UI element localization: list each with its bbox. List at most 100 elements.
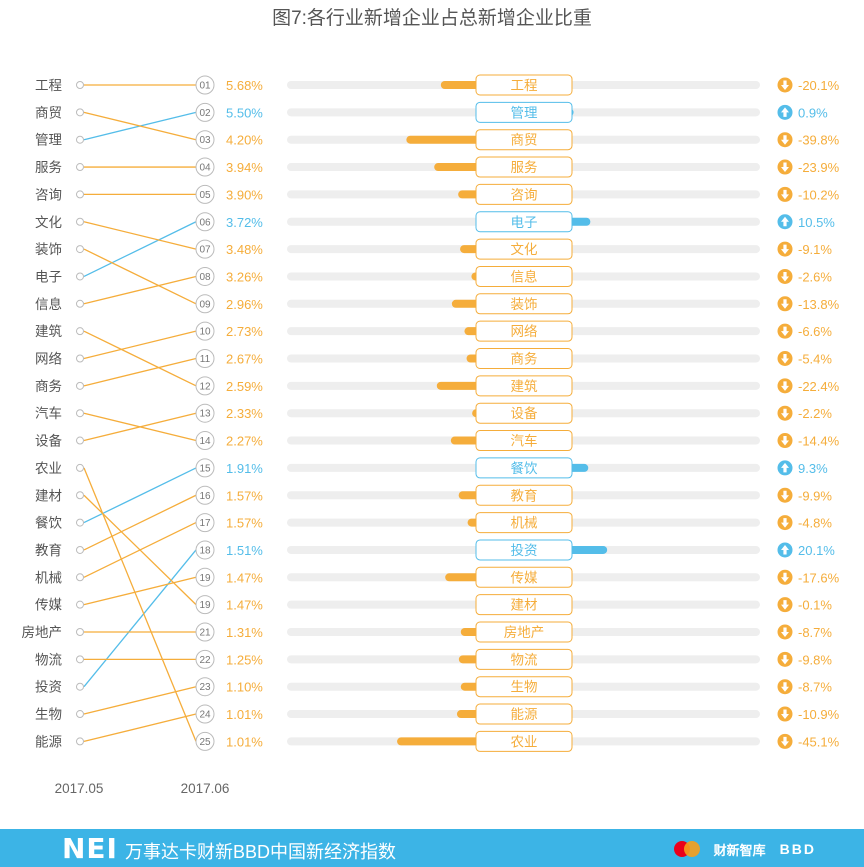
industry-box: [475, 375, 573, 397]
change-label: -45.1%: [798, 734, 840, 749]
slope-line: [83, 330, 197, 387]
arrow-down-icon: [777, 159, 793, 175]
arrow-down-icon: [777, 405, 793, 421]
slope-line: [83, 467, 197, 742]
left-dot: [76, 108, 84, 117]
industry-label: 汽车: [511, 433, 538, 449]
left-dot: [76, 354, 84, 363]
left-industry-label: 教育: [35, 543, 62, 558]
rank-circle: [195, 567, 215, 587]
industry-box: [475, 484, 573, 506]
industry-label: 建筑: [511, 379, 539, 394]
left-dot: [76, 436, 84, 445]
rank-circle: [195, 485, 215, 505]
left-industry-label: 文化: [35, 215, 62, 230]
change-bar: [440, 81, 484, 89]
arrow-down-icon: [777, 679, 793, 695]
industry-label: 教育: [511, 488, 538, 503]
left-dot: [76, 491, 84, 500]
bbd-logo: BBD: [779, 841, 816, 857]
slope-line: [83, 221, 197, 278]
arrow-down-icon: [777, 487, 793, 503]
change-label: -2.2%: [798, 406, 832, 421]
rank-number: 19: [199, 573, 211, 584]
rank-number: 25: [199, 737, 211, 748]
rank-number: 10: [199, 327, 211, 338]
slope-line: [83, 494, 197, 551]
rank-number: 04: [199, 163, 211, 174]
industry-label: 房地产: [504, 625, 545, 640]
rank-circle: [195, 458, 215, 478]
change-label: -9.9%: [798, 488, 832, 503]
slope-line: [83, 357, 197, 387]
arrow-down-icon: [777, 77, 793, 93]
left-dot: [76, 682, 84, 691]
arrow-down-icon: [777, 624, 793, 640]
left-industry-label: 工程: [35, 78, 62, 93]
industry-box: [475, 402, 573, 424]
share-label: 1.10%: [226, 680, 263, 695]
change-bar: [436, 381, 484, 390]
rank-number: 11: [200, 354, 211, 365]
rank-number: 16: [199, 491, 211, 502]
change-label: -9.1%: [798, 242, 832, 257]
change-label: -9.8%: [798, 652, 832, 667]
rank-circle: [195, 321, 215, 341]
change-label: -17.6%: [798, 570, 840, 585]
rank-number: 13: [199, 409, 211, 420]
share-label: 3.26%: [226, 269, 263, 284]
rank-circle: [195, 349, 215, 368]
change-label: -20.1%: [798, 78, 840, 93]
left-industry-label: 咨询: [35, 187, 62, 202]
footer-subtitle: 万事达卡财新BBD中国新经济指数: [125, 842, 397, 862]
footer-banner: NEI 万事达卡财新BBD中国新经济指数 财新智库 BBD: [0, 829, 864, 867]
share-label: 3.48%: [226, 242, 263, 257]
industry-label: 生物: [511, 680, 538, 695]
rank-number: 14: [199, 436, 211, 447]
industry-label: 电子: [511, 215, 538, 230]
slope-line: [83, 221, 197, 250]
left-dot: [76, 327, 84, 336]
slope-line: [83, 713, 197, 743]
rank-number: 23: [199, 682, 211, 693]
share-label: 2.67%: [226, 352, 263, 367]
change-label: -10.2%: [798, 187, 840, 202]
arrow-down-icon: [777, 351, 793, 366]
industry-box: [475, 730, 573, 752]
industry-box: [475, 648, 573, 670]
left-dot: [76, 710, 84, 719]
share-label: 1.47%: [226, 570, 263, 585]
change-label: 9.3%: [798, 461, 828, 476]
left-industry-label: 网络: [35, 352, 62, 367]
arrow-down-icon: [777, 569, 793, 585]
rank-circle: [195, 513, 215, 533]
slope-line: [83, 330, 197, 360]
mastercard-logo: [673, 841, 700, 857]
left-labels-2017-05: 工程商贸管理服务咨询文化装饰电子信息建筑网络商务汽车设备农业建材餐饮教育机械传媒…: [22, 78, 84, 749]
industry-box: [475, 101, 573, 123]
slope-line: [83, 412, 197, 442]
industry-box: [475, 74, 573, 96]
arrow-down-icon: [777, 515, 793, 531]
industry-label: 能源: [511, 707, 539, 722]
industry-box: [475, 183, 573, 205]
left-dot: [76, 573, 84, 582]
arrow-down-icon: [777, 733, 793, 749]
change-label: 10.5%: [798, 215, 835, 230]
left-industry-label: 管理: [35, 133, 62, 148]
share-label: 3.94%: [226, 160, 263, 175]
rank-circle: [195, 431, 215, 451]
industry-label: 投资: [511, 543, 538, 558]
axis-year-right: 2017.06: [181, 781, 230, 796]
left-industry-label: 物流: [35, 652, 62, 667]
arrow-down-icon: [777, 132, 793, 148]
left-industry-label: 服务: [35, 160, 62, 175]
rank-circle: [195, 294, 215, 314]
left-industry-label: 餐饮: [35, 516, 62, 531]
industry-box: [475, 238, 573, 260]
industry-box: [475, 265, 573, 287]
left-industry-label: 商贸: [35, 105, 62, 120]
change-bar: [564, 545, 608, 554]
arrow-down-icon: [777, 597, 793, 613]
